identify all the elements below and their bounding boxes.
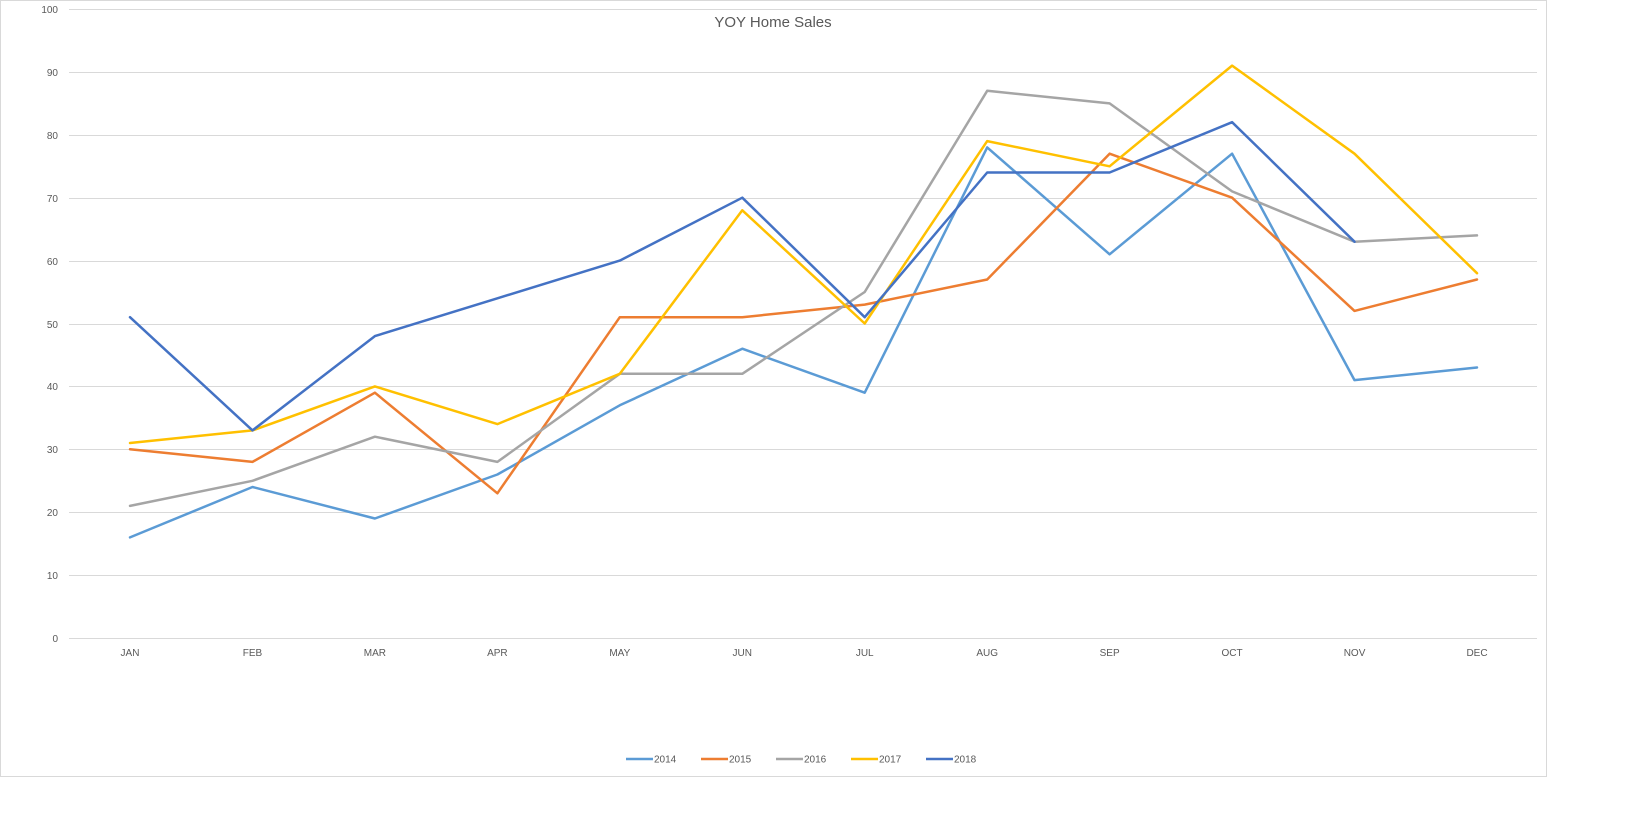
y-tick-label: 50 [47, 320, 59, 331]
gridlines [69, 9, 1537, 639]
y-tick-label: 10 [47, 571, 59, 582]
legend: 2014 2015 2016 2017 2018 [626, 755, 977, 766]
legend-item-2014: 2014 [626, 755, 677, 766]
x-tick-label: AUG [976, 648, 998, 659]
y-tick-label: 80 [47, 131, 59, 142]
x-tick-label: SEP [1100, 648, 1120, 659]
legend-item-2016: 2016 [776, 755, 827, 766]
x-tick-label: APR [487, 648, 508, 659]
x-tick-label: FEB [243, 648, 263, 659]
y-tick-label: 20 [47, 508, 59, 519]
x-tick-label: NOV [1344, 648, 1366, 659]
x-tick-label: MAY [609, 648, 630, 659]
y-tick-label: 90 [47, 68, 59, 79]
y-tick-label: 100 [41, 5, 58, 16]
y-tick-label: 60 [47, 257, 59, 268]
y-tick-label: 70 [47, 194, 59, 205]
chart-area [0, 0, 1547, 777]
series-line-2016 [128, 89, 1479, 508]
y-tick-label: 30 [47, 445, 59, 456]
chart-title: YOY Home Sales [714, 14, 831, 31]
legend-label: 2015 [729, 755, 752, 766]
legend-item-2018: 2018 [926, 755, 977, 766]
legend-label: 2017 [879, 755, 902, 766]
legend-item-2017: 2017 [851, 755, 902, 766]
x-tick-label: OCT [1222, 648, 1243, 659]
x-tick-label: JAN [121, 648, 140, 659]
y-tick-label: 40 [47, 382, 59, 393]
x-tick-label: JUN [733, 648, 752, 659]
legend-item-2015: 2015 [701, 755, 752, 766]
series-line-2014 [128, 146, 1479, 539]
series-line-2018 [128, 120, 1356, 432]
y-axis-tick-labels: 0 10 20 30 40 50 60 70 80 90 100 [41, 5, 58, 645]
line-chart: YOY Home Sales 0 10 20 30 40 50 60 70 80 90 100 JA… [41, 5, 1537, 766]
series-line-2015 [128, 152, 1479, 495]
x-axis-tick-labels: JAN FEB MAR APR MAY JUN JUL AUG SEP OCT NOV DEC [121, 648, 1488, 659]
x-tick-label: DEC [1466, 648, 1487, 659]
series-lines [128, 64, 1479, 539]
series-line-2017 [128, 64, 1479, 445]
legend-label: 2018 [954, 755, 977, 766]
x-tick-label: JUL [856, 648, 874, 659]
legend-label: 2014 [654, 755, 677, 766]
legend-label: 2016 [804, 755, 827, 766]
x-tick-label: MAR [364, 648, 386, 659]
y-tick-label: 0 [52, 634, 58, 645]
